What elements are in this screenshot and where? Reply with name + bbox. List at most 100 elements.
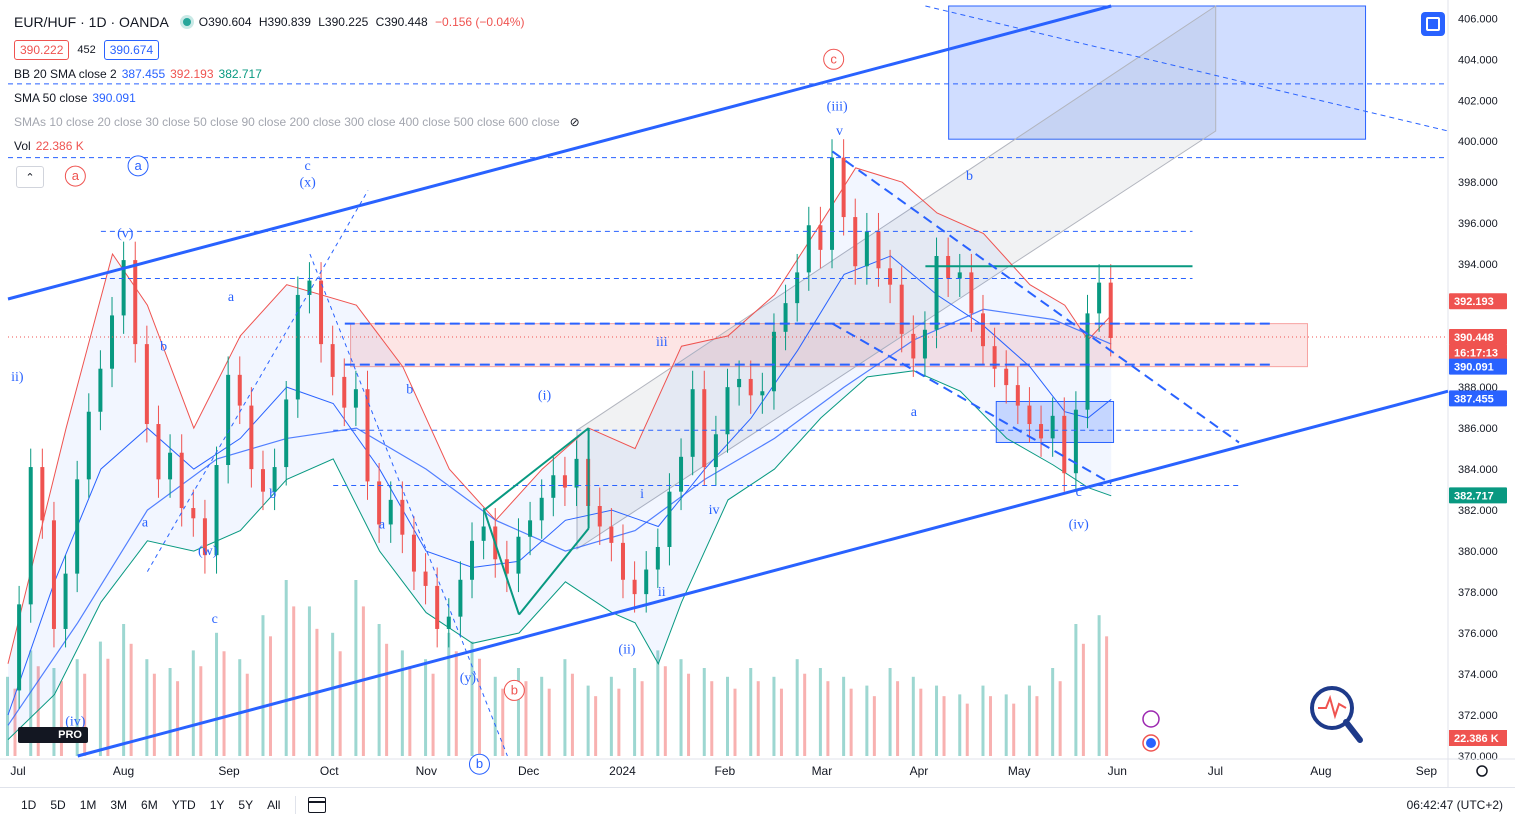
volume-bar — [516, 668, 520, 756]
low-value: L390.225 — [318, 15, 369, 29]
symbol-title[interactable]: EUR/HUF · 1D · OANDA — [14, 14, 169, 30]
volume-bar — [145, 659, 149, 756]
price-zone-rect — [350, 323, 1308, 368]
candle-body — [168, 452, 173, 480]
candle-body — [632, 579, 637, 595]
hidden-eye-icon[interactable]: ⊘ — [569, 115, 580, 129]
sell-button[interactable]: 390.222 — [14, 40, 70, 60]
candle-body — [818, 225, 823, 250]
time-axis-label: Sep — [1416, 764, 1438, 778]
trend-line — [309, 253, 508, 757]
volume-bar — [106, 658, 110, 756]
volume-bar — [385, 643, 389, 756]
wave-label: (ii) — [618, 643, 635, 658]
wave-label: a — [228, 290, 235, 305]
candle-body — [795, 272, 800, 304]
range-6m-button[interactable]: 6M — [141, 798, 158, 812]
volume-bar — [988, 696, 992, 756]
price-tick-label: 382.000 — [1458, 505, 1498, 517]
wave-label: (iv) — [1069, 518, 1090, 533]
volume-bar — [1027, 685, 1031, 756]
volume-indicator-row[interactable]: Vol 22.386 K — [14, 134, 580, 158]
trend-line — [146, 190, 369, 572]
volume-bar — [400, 650, 404, 756]
range-all-button[interactable]: All — [267, 798, 281, 812]
candle-body — [249, 405, 254, 470]
volume-bar — [1004, 694, 1008, 756]
candle-body — [667, 491, 672, 547]
wave-label: ii — [658, 585, 666, 600]
volume-bar — [872, 696, 876, 756]
candle-body — [1062, 415, 1067, 474]
range-ytd-button[interactable]: YTD — [171, 798, 196, 812]
volume-label: Vol — [14, 139, 31, 153]
volume-bar — [702, 668, 706, 756]
volume-bar — [261, 615, 265, 756]
wave-label: c — [305, 159, 311, 174]
wave-label: i — [640, 487, 644, 502]
calendar-icon[interactable] — [308, 797, 327, 813]
candle-body — [330, 344, 335, 377]
wave-circle-text: b — [476, 756, 483, 771]
range-5d-button[interactable]: 5D — [50, 798, 66, 812]
volume-bar — [942, 696, 946, 756]
range-1d-button[interactable]: 1D — [21, 798, 37, 812]
volume-bar — [292, 606, 296, 756]
price-tick-label: 402.000 — [1458, 95, 1498, 107]
range-1y-button[interactable]: 1Y — [209, 798, 225, 812]
volume-bar — [199, 666, 203, 756]
trend-line — [831, 150, 1240, 444]
volume-bar — [842, 676, 846, 756]
buy-button[interactable]: 390.674 — [103, 40, 160, 60]
change-value: −0.156 (−0.04%) — [435, 15, 525, 29]
volume-bar — [609, 676, 613, 756]
volume-bar — [36, 666, 40, 756]
wave-label: v — [836, 124, 843, 139]
volume-bar — [818, 668, 822, 756]
volume-bar — [245, 673, 249, 756]
time-axis-label: Aug — [113, 764, 134, 778]
wave-circle-text: b — [511, 682, 518, 697]
trend-line — [832, 322, 1112, 485]
volume-bar — [338, 651, 342, 756]
candle-body — [51, 520, 56, 629]
wave-circle — [468, 753, 490, 775]
volume-bar — [865, 685, 869, 756]
wave-label: (iii) — [827, 100, 848, 115]
volume-bar — [377, 624, 381, 756]
wave-circle-text: c — [830, 51, 837, 66]
candle-body — [144, 344, 149, 425]
wave-label: (v) — [117, 227, 134, 242]
volume-bar — [307, 606, 311, 756]
clock-readout[interactable]: 06:42:47 (UTC+2) — [1406, 798, 1503, 812]
candle-body — [342, 376, 347, 408]
volume-bar — [749, 668, 753, 756]
volume-bar — [238, 659, 242, 756]
sma50-indicator-row[interactable]: SMA 50 close 390.091 — [14, 86, 580, 110]
fullscreen-toggle-button[interactable] — [1421, 12, 1445, 36]
volume-bar — [191, 650, 195, 756]
wave-circle-label: b — [503, 679, 525, 701]
range-1m-button[interactable]: 1M — [79, 798, 97, 812]
ohlc-values: O390.604 H390.839 L390.225 C390.448 −0.1… — [199, 15, 529, 29]
volume-bar — [911, 676, 915, 756]
price-badge-label: 382.717 — [1454, 490, 1494, 502]
collapse-legend-button[interactable]: ⌃ — [16, 166, 44, 188]
candle-body — [226, 374, 231, 466]
volume-bar — [478, 658, 482, 756]
candle-body — [922, 329, 927, 359]
wave-label: (iv) — [65, 714, 86, 729]
candle-body — [1004, 368, 1009, 386]
range-5y-button[interactable]: 5Y — [238, 798, 254, 812]
price-chart[interactable]: 406.000 404.000 402.000 400.000 398.000 396.0… — [0, 0, 1515, 787]
price-badge-bg — [1449, 293, 1507, 310]
bb-indicator-row[interactable]: BB 20 SMA close 2 387.455 392.193 382.71… — [14, 62, 580, 86]
smas-indicator-row[interactable]: SMAs 10 close 20 close 30 close 50 close… — [14, 110, 580, 134]
range-3m-button[interactable]: 3M — [110, 798, 128, 812]
volume-bar — [129, 643, 133, 756]
bb-label: BB 20 SMA close 2 — [14, 67, 117, 81]
candle-body — [969, 272, 974, 314]
volume-bar — [447, 632, 451, 756]
volume-bar — [563, 659, 567, 756]
